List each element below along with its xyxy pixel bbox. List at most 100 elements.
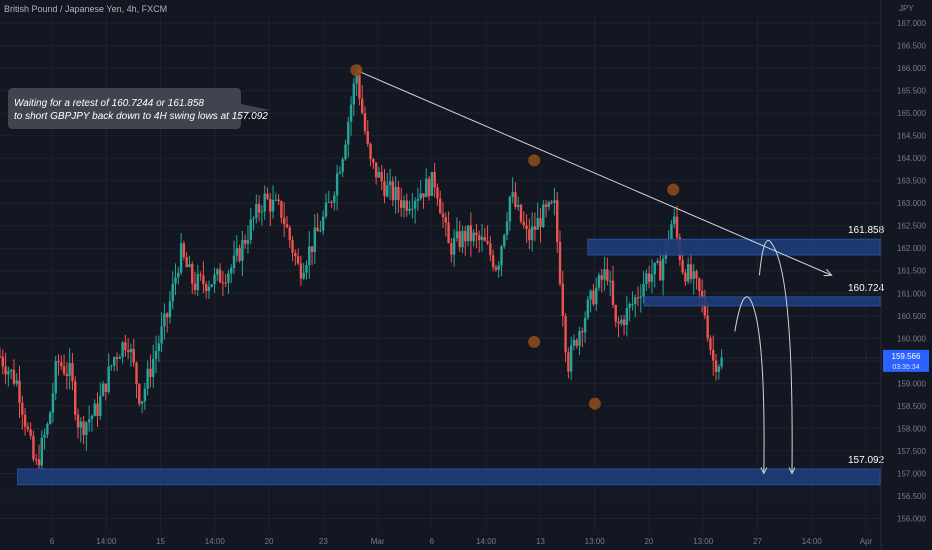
- candle-body: [62, 366, 66, 374]
- candle-body: [18, 380, 21, 403]
- candle-body: [110, 365, 113, 367]
- candle-body: [165, 313, 169, 318]
- candle-body: [232, 255, 236, 268]
- candle-body: [700, 290, 704, 298]
- candle-body: [82, 421, 85, 436]
- candle-body: [606, 269, 609, 281]
- candle-body: [603, 269, 606, 280]
- candle-body: [558, 242, 562, 284]
- candle-body: [26, 426, 30, 430]
- candle-body: [185, 257, 188, 268]
- candle-body: [444, 217, 447, 223]
- candle-body: [636, 297, 640, 299]
- candle-body: [656, 260, 659, 263]
- candle-body: [714, 360, 718, 372]
- zone-rect: [643, 296, 881, 307]
- candle-body: [586, 299, 590, 318]
- candle-body: [96, 403, 99, 416]
- candle-body: [360, 98, 364, 113]
- candle-body: [589, 290, 592, 300]
- candle-body: [358, 74, 361, 99]
- candle-body: [321, 216, 325, 231]
- projection-arrow: [758, 239, 793, 474]
- candle-body: [522, 221, 525, 226]
- candle-body: [269, 198, 272, 212]
- candle-body: [528, 229, 531, 241]
- x-tick-label: 14:00: [205, 537, 226, 546]
- candle-body: [35, 459, 38, 461]
- candle-body: [478, 235, 481, 240]
- y-tick-label: 165.000: [897, 109, 926, 118]
- zones: 161.858 160.724 157.092: [17, 225, 885, 486]
- currency-label: JPY: [899, 4, 914, 13]
- candle-body: [129, 348, 133, 353]
- swing-point: [588, 397, 601, 410]
- y-tick-label: 162.000: [897, 244, 926, 253]
- candle-body: [143, 388, 147, 402]
- zone-rect: [587, 238, 881, 256]
- candle-body: [542, 204, 545, 227]
- swing-point: [528, 154, 541, 167]
- candle-body: [0, 356, 2, 358]
- candle-body: [282, 217, 286, 225]
- candle-body: [374, 162, 378, 178]
- candle-body: [149, 368, 152, 377]
- candle-body: [23, 414, 27, 427]
- candle-body: [199, 274, 202, 276]
- candle-body: [163, 313, 166, 327]
- x-tick-label: 14:00: [96, 537, 117, 546]
- trendline: [356, 69, 832, 276]
- candle-body: [146, 368, 149, 389]
- current-price-tag: [883, 349, 929, 372]
- x-tick-label: 6: [50, 537, 55, 546]
- candle-body: [508, 196, 512, 222]
- callout-bubble: [8, 88, 270, 129]
- candle-body: [210, 284, 213, 287]
- candle-body: [285, 224, 289, 228]
- candle-body: [413, 200, 417, 209]
- candle-body: [486, 240, 489, 244]
- projection-arrow: [734, 296, 765, 474]
- trendline-arrowhead: [823, 268, 833, 277]
- x-tick-label: 20: [265, 537, 274, 546]
- candle-body: [497, 265, 500, 270]
- candle-body: [101, 383, 105, 397]
- candle-body: [394, 186, 397, 201]
- y-tick-label: 167.000: [897, 19, 926, 28]
- swing-point: [667, 183, 680, 196]
- candle-body: [202, 275, 205, 285]
- candle-body: [277, 199, 280, 202]
- current-price-value: 159.566: [892, 352, 921, 361]
- candle-body: [416, 198, 420, 201]
- projection-arrowhead: [760, 467, 768, 475]
- candle-body: [483, 237, 486, 241]
- candle-body: [452, 238, 456, 255]
- y-tick-label: 156.500: [897, 492, 926, 501]
- y-tick-label: 163.500: [897, 177, 926, 186]
- candle-body: [447, 222, 450, 244]
- candle-body: [433, 171, 436, 188]
- candle-body: [257, 204, 261, 213]
- candle-body: [246, 239, 250, 244]
- candle-body: [126, 350, 130, 353]
- candle-body: [291, 240, 294, 253]
- y-tick-label: 163.000: [897, 199, 926, 208]
- candle-body: [631, 303, 634, 305]
- candle-body: [71, 363, 74, 382]
- candle-body: [330, 202, 333, 204]
- candle-body: [299, 263, 303, 279]
- candle-body: [620, 319, 623, 324]
- candle-body: [653, 262, 656, 275]
- candle-body: [628, 304, 631, 308]
- candle-body: [213, 274, 216, 285]
- candle-body: [249, 219, 252, 240]
- y-tick-label: 161.000: [897, 289, 926, 298]
- candle-body: [152, 358, 155, 377]
- candle-body: [567, 352, 570, 372]
- y-tick-label: 162.500: [897, 222, 926, 231]
- x-tick-label: 14:00: [802, 537, 823, 546]
- candle-body: [622, 319, 626, 325]
- candle-body: [235, 247, 239, 256]
- candle-body: [608, 280, 612, 282]
